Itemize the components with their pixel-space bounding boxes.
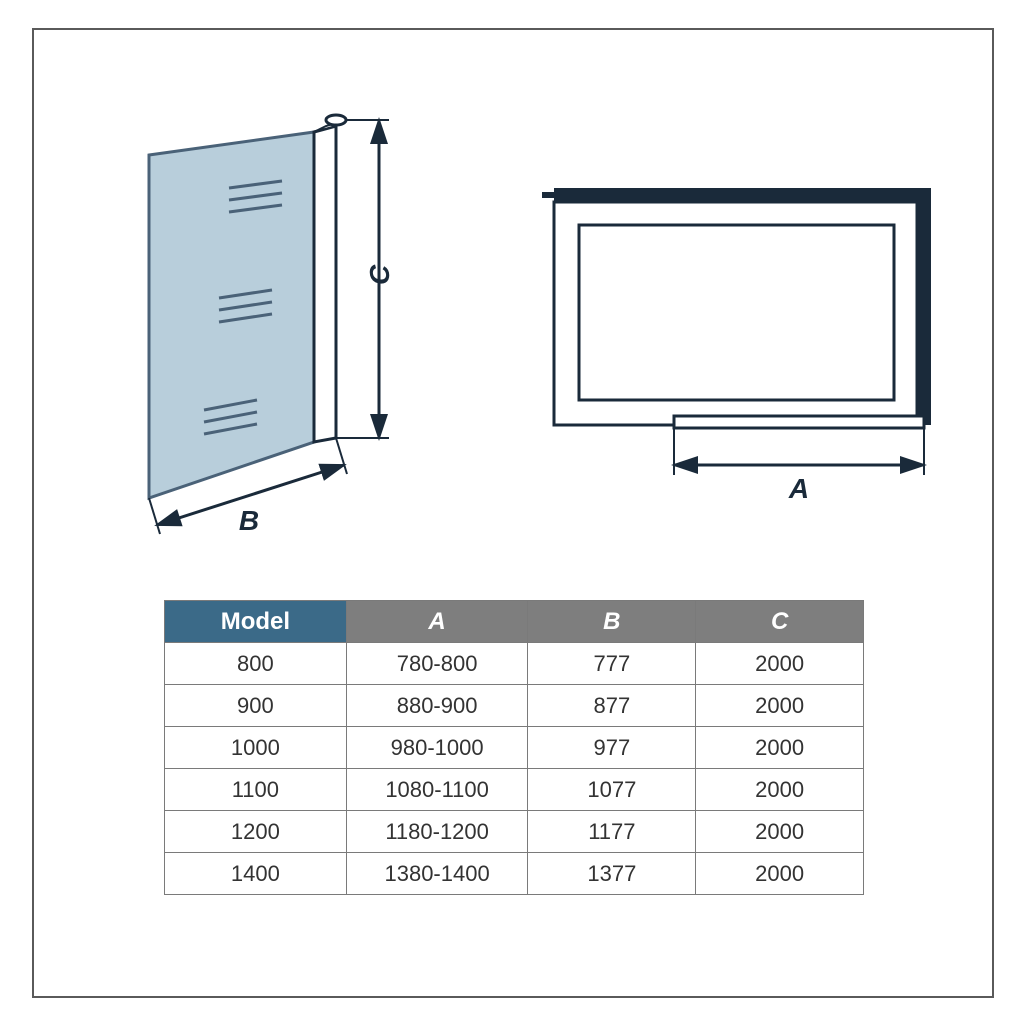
- col-header-c: C: [696, 601, 864, 643]
- cell-model: 1100: [165, 769, 347, 811]
- table-row: 1100 1080-1100 1077 2000: [165, 769, 864, 811]
- cell-c: 2000: [696, 643, 864, 685]
- table-row: 900 880-900 877 2000: [165, 685, 864, 727]
- panel-3d-view: C B: [149, 115, 395, 536]
- cell-c: 2000: [696, 727, 864, 769]
- cell-c: 2000: [696, 811, 864, 853]
- cell-model: 1000: [165, 727, 347, 769]
- dim-label-b: B: [239, 505, 259, 536]
- cell-b: 777: [528, 643, 696, 685]
- dimensions-table: Model A B C 800 780-800 777 2000 900 880…: [164, 600, 864, 895]
- cell-b: 977: [528, 727, 696, 769]
- diagram-area: C B: [34, 80, 992, 560]
- panel-top-view: A: [542, 195, 924, 504]
- cell-c: 2000: [696, 685, 864, 727]
- table-row: 1000 980-1000 977 2000: [165, 727, 864, 769]
- cell-a: 1380-1400: [346, 853, 528, 895]
- col-header-b: B: [528, 601, 696, 643]
- outer-frame: C B: [32, 28, 994, 998]
- table-body: 800 780-800 777 2000 900 880-900 877 200…: [165, 643, 864, 895]
- cell-model: 900: [165, 685, 347, 727]
- cell-a: 780-800: [346, 643, 528, 685]
- dim-label-a: A: [788, 473, 809, 504]
- cell-a: 1080-1100: [346, 769, 528, 811]
- cell-a: 980-1000: [346, 727, 528, 769]
- col-header-model: Model: [165, 601, 347, 643]
- cell-c: 2000: [696, 853, 864, 895]
- cell-model: 800: [165, 643, 347, 685]
- dim-label-c: C: [364, 264, 395, 285]
- table-row: 1200 1180-1200 1177 2000: [165, 811, 864, 853]
- cell-b: 1077: [528, 769, 696, 811]
- cell-b: 1377: [528, 853, 696, 895]
- cell-c: 2000: [696, 769, 864, 811]
- cell-a: 1180-1200: [346, 811, 528, 853]
- cell-b: 877: [528, 685, 696, 727]
- technical-drawing: C B: [34, 80, 996, 560]
- cell-model: 1400: [165, 853, 347, 895]
- cell-b: 1177: [528, 811, 696, 853]
- cell-model: 1200: [165, 811, 347, 853]
- table-header-row: Model A B C: [165, 601, 864, 643]
- table-row: 1400 1380-1400 1377 2000: [165, 853, 864, 895]
- cell-a: 880-900: [346, 685, 528, 727]
- col-header-a: A: [346, 601, 528, 643]
- table-row: 800 780-800 777 2000: [165, 643, 864, 685]
